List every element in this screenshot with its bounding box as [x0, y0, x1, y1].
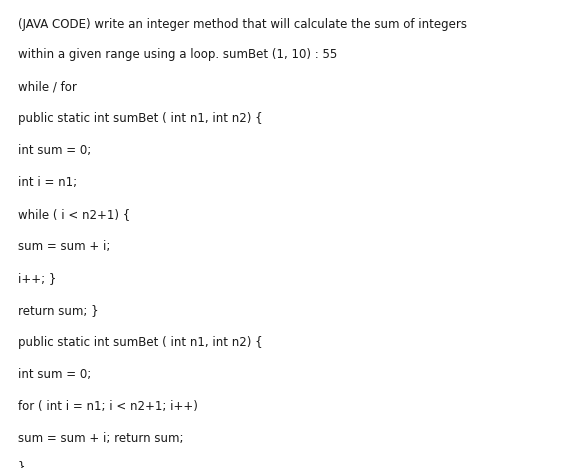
- Text: while ( i < n2+1) {: while ( i < n2+1) {: [18, 208, 130, 221]
- Text: sum = sum + i;: sum = sum + i;: [18, 240, 110, 253]
- Text: i++; }: i++; }: [18, 272, 56, 285]
- Text: return sum; }: return sum; }: [18, 304, 99, 317]
- Text: int sum = 0;: int sum = 0;: [18, 368, 91, 381]
- Text: int i = n1;: int i = n1;: [18, 176, 77, 189]
- Text: sum = sum + i; return sum;: sum = sum + i; return sum;: [18, 432, 183, 445]
- Text: public static int sumBet ( int n1, int n2) {: public static int sumBet ( int n1, int n…: [18, 112, 262, 125]
- Text: int sum = 0;: int sum = 0;: [18, 144, 91, 157]
- Text: }: }: [18, 460, 26, 468]
- Text: for ( int i = n1; i < n2+1; i++): for ( int i = n1; i < n2+1; i++): [18, 400, 198, 413]
- Text: within a given range using a loop. sumBet (1, 10) : 55: within a given range using a loop. sumBe…: [18, 48, 337, 61]
- Text: while / for: while / for: [18, 80, 77, 93]
- Text: (JAVA CODE) write an integer method that will calculate the sum of integers: (JAVA CODE) write an integer method that…: [18, 18, 467, 31]
- Text: public static int sumBet ( int n1, int n2) {: public static int sumBet ( int n1, int n…: [18, 336, 262, 349]
